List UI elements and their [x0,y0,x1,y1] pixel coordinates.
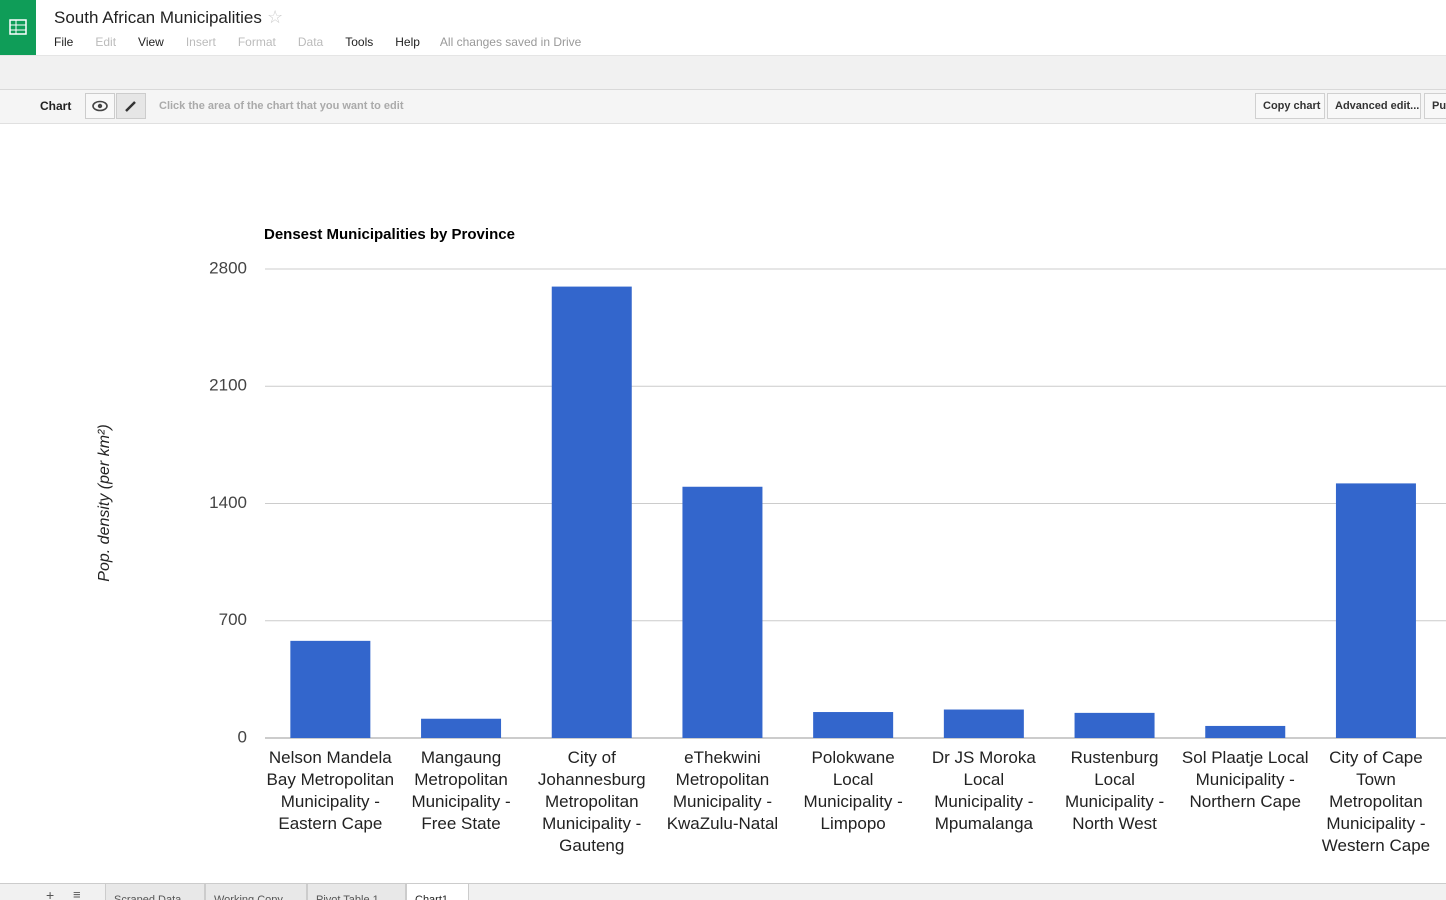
doc-title[interactable]: South African Municipalities [54,8,262,27]
menu-item: Insert [185,35,216,49]
menu-item[interactable]: View [138,35,164,49]
sheet-tab[interactable]: Scraped Data [105,884,205,900]
bar [421,718,502,738]
edit-button[interactable] [116,93,146,119]
toolbar-button[interactable]: Advanced edit... [1327,93,1421,119]
bar [1205,725,1286,738]
toolbar-button[interactable]: Copy chart [1255,93,1325,119]
x-tick-label: City of Cape Town Metropolitan Municipal… [1321,748,1431,855]
menu-bar: File Edit View Insert Format Data Tools Help All… [54,35,603,49]
sheet-tab[interactable]: Working Copy [205,884,307,900]
save-status: All changes saved in Drive [439,35,582,49]
y-tick-label: 2100 [209,376,247,395]
chart-toolbar: Chart Click the area of the chart that y… [0,90,1446,124]
menu-item[interactable]: Help [395,35,420,49]
x-tick-label: eThekwini Metropolitan Municipality - Kw… [666,748,779,833]
sheet-tabs: + ≡ Scraped Data Working Copy Pivot Table … [0,883,1446,900]
x-tick-label: Dr JS Moroka Local Municipality - Mpumal… [931,748,1036,833]
menu-item[interactable]: Tools [345,35,374,49]
sheets-logo[interactable] [0,0,36,55]
bar [1074,712,1155,738]
bar [551,286,632,738]
bar [1335,483,1416,738]
bar [943,709,1024,738]
toolbar-button[interactable]: Pul [1424,93,1446,119]
header: South African Municipalities ☆ File Edit V… [0,0,1446,56]
sheet-tab[interactable]: Chart1 [406,884,469,900]
toolbar [0,56,1446,90]
sheet-list[interactable]: ≡ [73,887,81,900]
pencil-icon [125,101,136,112]
menu-item: Edit [95,35,117,49]
menu-item[interactable]: File [54,35,74,49]
y-tick-label: 1400 [209,493,247,512]
eye-icon [92,100,108,112]
y-tick-label: 2800 [209,258,247,277]
menu-item: Format [237,35,276,49]
chart-label: Chart [40,99,72,113]
x-tick-label: City of Johannesburg Metropolitan Munici… [537,748,646,855]
chart-title: Densest Municipalities by Province [264,226,515,243]
bar [290,640,371,738]
add-sheet[interactable]: + [46,887,55,900]
x-tick-label: Mangaung Metropolitan Municipality - Fre… [411,748,511,833]
x-tick-label: Polokwane Local Municipality - Limpopo [803,748,903,833]
y-axis-title: Pop. density (per km²) [96,424,113,581]
chart: Densest Municipalities by Province Pop. … [96,226,1446,746]
preview-button[interactable] [85,93,115,119]
bar [813,712,894,738]
logo-icon [9,19,27,35]
hint: Click the area of the chart that you wan… [159,100,404,112]
star-icon[interactable]: ☆ [267,7,284,27]
bar [682,486,763,738]
x-tick-label: Rustenburg Local Municipality - North We… [1064,748,1165,833]
sheet-tab[interactable]: Pivot Table 1 [307,884,406,900]
x-tick-label: Nelson Mandela Bay Metropolitan Municipa… [266,748,395,833]
y-tick-label: 700 [219,610,247,629]
x-tick-label: Sol Plaatje Local Municipality - Norther… [1181,748,1309,811]
y-tick-label: 0 [238,727,247,746]
menu-item: Data [297,35,324,49]
